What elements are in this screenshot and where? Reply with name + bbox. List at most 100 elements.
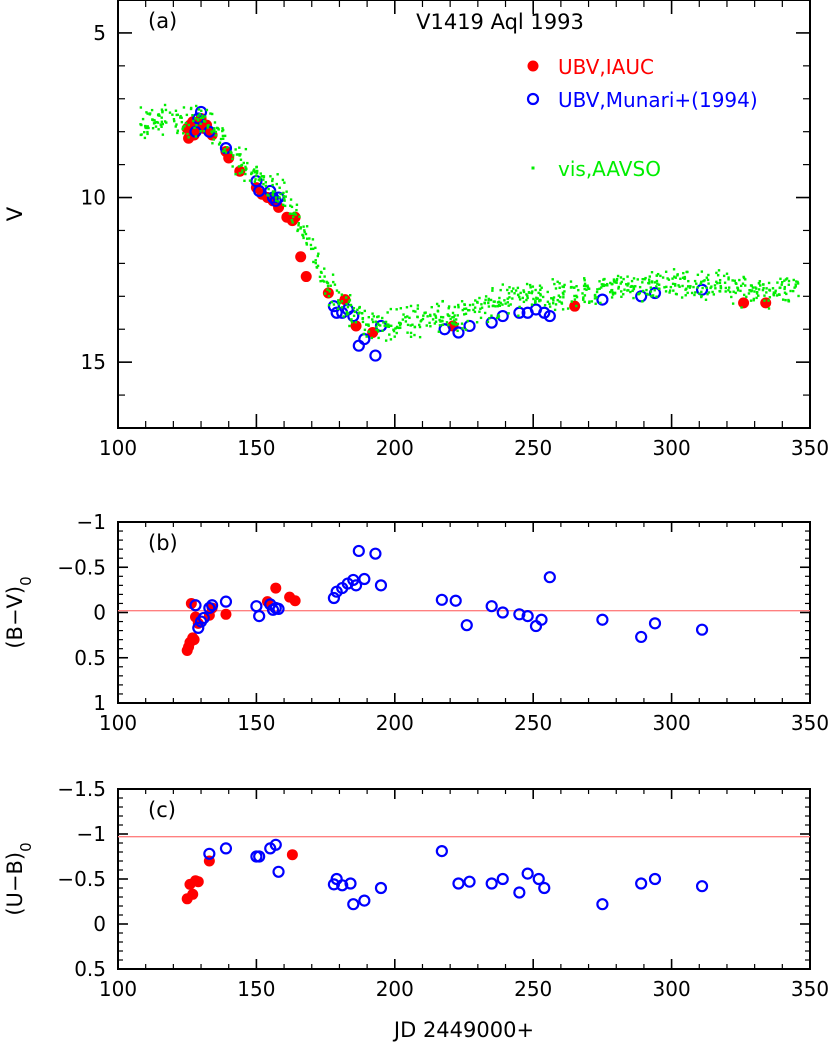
aavso-point — [181, 127, 184, 131]
munari-point — [521, 867, 534, 880]
aavso-point — [759, 284, 762, 287]
aavso-point — [632, 287, 636, 290]
aavso-point — [163, 103, 167, 107]
aavso-point — [254, 178, 257, 181]
aavso-point — [745, 295, 748, 299]
aavso-point — [710, 285, 713, 288]
aavso-point — [218, 141, 222, 144]
aavso-point — [783, 287, 786, 291]
aavso-point — [332, 280, 335, 284]
aavso-point — [550, 297, 553, 300]
aavso-point — [213, 121, 217, 124]
aavso-point — [229, 151, 233, 154]
aavso-point — [651, 294, 655, 297]
aavso-point — [337, 307, 340, 310]
aavso-point — [305, 243, 309, 246]
aavso-point — [409, 331, 413, 335]
aavso-point — [205, 108, 209, 112]
aavso-point — [340, 293, 344, 296]
aavso-point — [226, 146, 229, 149]
munari-point — [358, 572, 371, 586]
aavso-point — [558, 286, 561, 290]
aavso-point — [740, 306, 743, 309]
aavso-point — [742, 276, 746, 280]
aavso-point — [735, 282, 738, 285]
aavso-point — [185, 113, 189, 117]
legend-label: UBV,Munari+(1994) — [558, 88, 758, 112]
x-tick-label: 200 — [376, 977, 414, 1001]
aavso-point — [583, 279, 586, 282]
aavso-point — [616, 274, 620, 278]
aavso-point — [562, 293, 565, 296]
aavso-point — [244, 147, 248, 151]
aavso-point — [497, 300, 501, 304]
aavso-point — [398, 323, 402, 327]
munari-point — [635, 630, 648, 644]
aavso-point — [648, 280, 651, 284]
aavso-point — [413, 333, 416, 337]
aavso-point — [718, 290, 722, 293]
munari-point — [521, 610, 534, 623]
aavso-point — [700, 270, 704, 273]
aavso-point — [160, 125, 163, 128]
aavso-point — [677, 284, 680, 287]
aavso-point — [734, 291, 737, 295]
aavso-point — [563, 283, 566, 287]
aavso-point — [406, 315, 409, 318]
aavso-point — [727, 286, 731, 289]
aavso-point — [778, 293, 781, 296]
aavso-point — [363, 328, 367, 332]
aavso-point — [148, 113, 151, 116]
aavso-point — [161, 110, 164, 114]
aavso-point — [789, 289, 792, 293]
munari-point — [336, 879, 349, 892]
aavso-point — [749, 299, 753, 302]
aavso-point — [620, 295, 623, 299]
aavso-point — [212, 138, 215, 141]
munari-point — [435, 593, 448, 606]
aavso-point — [672, 289, 675, 292]
aavso-point — [395, 308, 398, 311]
aavso-point — [156, 121, 160, 124]
aavso-point — [558, 300, 561, 303]
aavso-point — [416, 307, 419, 310]
aavso-point — [314, 246, 317, 250]
aavso-point — [672, 268, 676, 271]
aavso-point — [755, 296, 758, 300]
munari-point — [192, 621, 205, 634]
aavso-point — [525, 282, 529, 286]
aavso-point — [529, 286, 532, 289]
aavso-point — [595, 290, 599, 294]
aavso-point — [630, 279, 634, 283]
aavso-point — [283, 204, 287, 208]
aavso-point — [187, 123, 191, 127]
aavso-point — [290, 218, 294, 222]
aavso-point — [275, 199, 278, 202]
aavso-point — [358, 311, 361, 314]
aavso-point — [475, 321, 479, 324]
aavso-point — [179, 116, 182, 119]
aavso-point — [346, 305, 350, 309]
munari-point — [374, 579, 388, 592]
aavso-point — [292, 215, 295, 219]
aavso-point — [525, 298, 528, 302]
aavso-point — [673, 275, 676, 278]
aavso-point — [657, 287, 661, 290]
aavso-point — [744, 278, 747, 281]
aavso-point — [439, 315, 443, 319]
aavso-point — [787, 283, 790, 286]
munari-point — [269, 838, 282, 851]
aavso-point — [692, 285, 695, 289]
aavso-point — [518, 295, 521, 299]
aavso-point — [620, 280, 623, 284]
aavso-point — [456, 329, 459, 333]
aavso-point — [551, 302, 555, 305]
aavso-point — [519, 291, 522, 295]
aavso-point — [176, 129, 180, 132]
aavso-point — [451, 316, 454, 319]
aavso-point — [562, 285, 565, 289]
aavso-point — [445, 321, 449, 324]
aavso-point — [431, 318, 435, 321]
aavso-point — [418, 323, 421, 327]
